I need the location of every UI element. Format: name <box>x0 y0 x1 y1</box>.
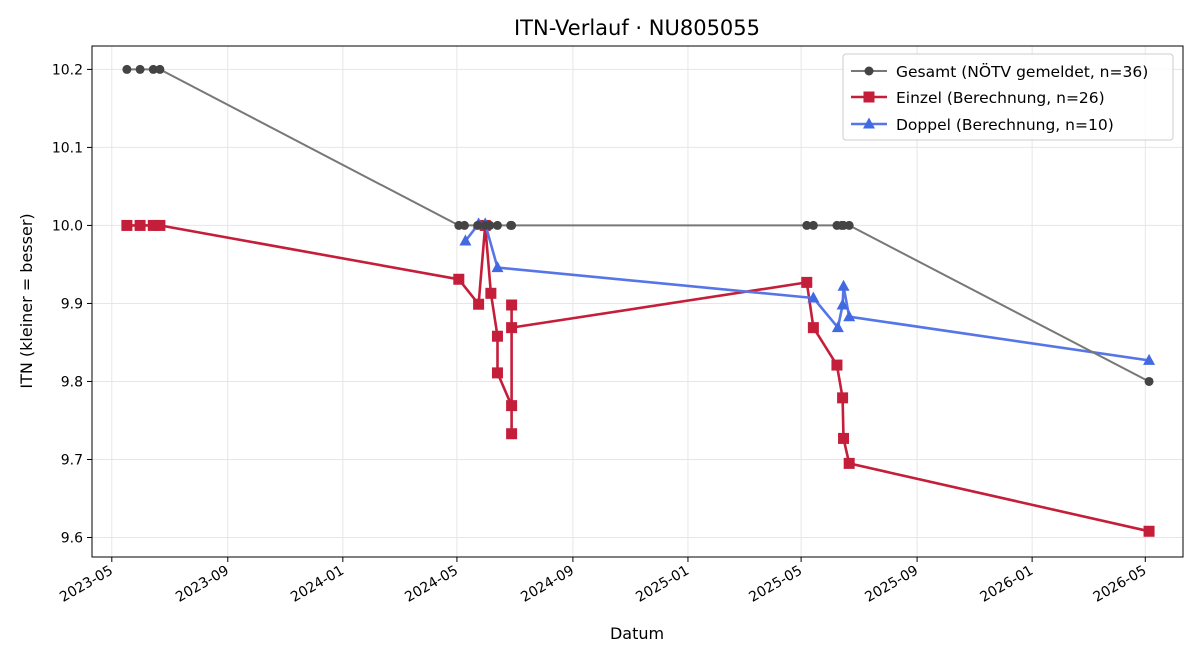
y-tick-label: 9.9 <box>61 296 83 312</box>
data-point-gesamt <box>808 220 818 230</box>
data-point-doppel <box>491 261 504 273</box>
data-point-gesamt <box>844 220 854 230</box>
data-point-gesamt <box>459 220 469 230</box>
series-layer <box>121 64 1156 537</box>
data-point-einzel <box>506 299 518 311</box>
data-point-einzel <box>838 432 850 444</box>
data-point-doppel <box>836 298 849 310</box>
chart-title: ITN-Verlauf · NU805055 <box>514 16 760 40</box>
data-point-doppel <box>843 310 856 322</box>
data-point-einzel <box>831 359 843 371</box>
legend: Gesamt (NÖTV gemeldet, n=36) Einzel (Ber… <box>842 53 1174 141</box>
data-point-gesamt <box>802 220 812 230</box>
legend-label-gesamt: Gesamt (NÖTV gemeldet, n=36) <box>896 62 1148 81</box>
legend-keys <box>851 66 887 129</box>
data-point-einzel <box>807 322 819 334</box>
data-point-einzel <box>801 276 813 288</box>
data-point-einzel <box>453 273 465 285</box>
data-point-einzel <box>147 219 159 231</box>
data-point-doppel <box>459 234 472 246</box>
data-point-gesamt <box>507 220 517 230</box>
legend-frame <box>842 53 1174 141</box>
plot-frame <box>91 45 1184 558</box>
data-point-einzel <box>154 219 166 231</box>
data-point-gesamt <box>148 64 158 74</box>
data-point-einzel <box>837 392 849 404</box>
data-point-einzel <box>485 287 497 299</box>
data-point-gesamt <box>122 64 132 74</box>
data-point-einzel <box>134 219 146 231</box>
data-point-gesamt <box>473 220 483 230</box>
data-point-einzel <box>121 219 133 231</box>
data-point-einzel <box>1143 525 1155 537</box>
data-point-doppel <box>831 321 844 333</box>
y-tick-label: 10.1 <box>52 140 83 156</box>
data-point-doppel <box>807 291 820 303</box>
data-point-gesamt <box>492 220 502 230</box>
data-point-einzel <box>491 367 503 379</box>
data-point-doppel <box>1143 353 1156 365</box>
data-point-einzel <box>491 330 503 342</box>
data-point-gesamt <box>1144 376 1154 386</box>
data-point-doppel <box>837 279 850 291</box>
y-tick-label: 9.7 <box>61 452 83 468</box>
data-point-einzel <box>506 322 518 334</box>
series-gesamt <box>122 64 1154 386</box>
legend-marker-gesamt <box>864 66 874 76</box>
y-tick-label: 10.2 <box>52 62 83 78</box>
data-point-einzel <box>506 400 518 412</box>
data-point-gesamt <box>485 220 495 230</box>
y-tick-label: 10.0 <box>52 218 83 234</box>
legend-label-doppel: Doppel (Berechnung, n=10) <box>896 116 1114 134</box>
legend-marker-einzel <box>863 91 875 103</box>
data-point-einzel <box>506 428 518 440</box>
data-point-einzel <box>473 298 485 310</box>
data-point-gesamt <box>135 64 145 74</box>
y-axis-label: ITN (kleiner = besser) <box>17 213 36 388</box>
x-axis-label: Datum <box>610 624 664 643</box>
data-point-gesamt <box>155 64 165 74</box>
y-tick-label: 9.6 <box>61 530 83 546</box>
y-tick-label: 9.8 <box>61 374 83 390</box>
data-point-einzel <box>843 457 855 469</box>
legend-label-einzel: Einzel (Berechnung, n=26) <box>896 89 1105 107</box>
legend-marker-doppel <box>863 117 875 129</box>
